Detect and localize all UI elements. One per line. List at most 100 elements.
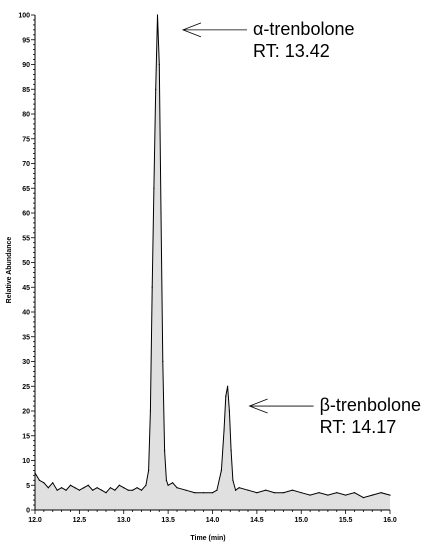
series-point [238, 487, 240, 489]
series-point [96, 487, 98, 489]
series-point [203, 492, 205, 494]
series-point [171, 482, 174, 484]
series-point [123, 487, 125, 489]
series-layer [34, 14, 391, 510]
series-point [109, 487, 112, 489]
x-tick-label: 14.5 [250, 517, 264, 524]
series-point [43, 482, 45, 484]
y-tick-label: 5 [26, 483, 30, 490]
series-point [69, 484, 72, 486]
series-point [185, 489, 187, 491]
y-tick-label: 50 [22, 260, 30, 267]
y-tick-label: 75 [22, 136, 30, 143]
series-point [176, 487, 178, 489]
series-point [47, 487, 49, 489]
x-tick-label: 13.0 [117, 517, 131, 524]
series-point [318, 492, 320, 494]
series-point [228, 410, 230, 412]
series-point [153, 187, 155, 189]
series-point [300, 492, 302, 494]
series-point [78, 489, 80, 491]
y-tick-label: 100 [18, 13, 30, 20]
series-point [247, 489, 249, 491]
series-point [105, 492, 107, 494]
series-point [61, 487, 63, 489]
series-point [52, 482, 54, 484]
series-point [83, 487, 85, 489]
y-axis-title: Relative Abundance [6, 237, 13, 304]
series-point [389, 494, 391, 496]
series-point [34, 472, 36, 474]
series-point [291, 489, 293, 491]
series-point [327, 494, 329, 496]
series-point [211, 492, 214, 494]
series-point [230, 450, 232, 452]
series-point [256, 492, 258, 494]
y-tick-label: 20 [22, 409, 30, 416]
annotation-label: β-trenbolone [320, 395, 421, 415]
x-axis-title: Time (min) [190, 535, 225, 542]
series-point [336, 492, 338, 494]
y-tick-label: 70 [22, 161, 30, 168]
x-tick-label: 12.5 [73, 517, 87, 524]
series-point [158, 63, 160, 66]
y-tick-label: 90 [22, 62, 30, 69]
series-point [148, 469, 150, 471]
y-tick-label: 45 [22, 285, 30, 292]
series-point [345, 494, 347, 496]
series-point [136, 487, 138, 489]
series-point [92, 489, 94, 491]
series-point [194, 492, 196, 494]
series-point [216, 489, 218, 491]
x-tick-label: 15.0 [294, 517, 308, 524]
series-point [145, 484, 147, 486]
series-point [226, 385, 229, 387]
annotation-arrow-head [181, 22, 202, 38]
series-point [353, 492, 356, 494]
annotation-sublabel: RT: 13.42 [253, 41, 330, 61]
y-tick-label: 0 [26, 508, 30, 515]
x-tick-label: 14.0 [206, 517, 220, 524]
series-point [234, 489, 237, 491]
series-point [132, 489, 134, 491]
y-tick-label: 60 [22, 211, 30, 218]
series-point [265, 489, 267, 491]
series-point [371, 494, 373, 496]
series-point [151, 286, 153, 288]
y-tick-label: 35 [22, 334, 30, 341]
x-tick-label: 12.0 [28, 517, 42, 524]
y-tick-label: 25 [22, 384, 30, 391]
y-tick-label: 80 [22, 112, 30, 119]
series-point [160, 212, 162, 214]
x-tick-label: 13.5 [161, 517, 175, 524]
series-point [309, 494, 311, 496]
series-point [162, 360, 164, 363]
series-point [87, 484, 89, 486]
series-point [56, 489, 58, 491]
series-point [114, 489, 116, 491]
y-tick-label: 95 [22, 37, 30, 44]
x-tick-label: 16.0 [383, 517, 397, 524]
series-point [232, 479, 234, 481]
series-point [155, 88, 157, 90]
y-tick-label: 65 [22, 186, 30, 193]
x-axis: 12.0 12.5 13.0 13.5 14.0 14.5 15.0 15.5 16.0 [28, 509, 397, 524]
y-tick-label: 10 [22, 458, 30, 465]
series-point [74, 487, 76, 489]
series-point [223, 430, 225, 432]
y-tick-label: 40 [22, 310, 30, 317]
series-point [163, 450, 166, 452]
y-tick-label: 85 [22, 87, 30, 94]
series-point [167, 484, 169, 486]
series-point [127, 489, 129, 491]
series-point [100, 489, 103, 491]
y-axis: 0 5 10 15 20 25 30 35 40 45 50 55 60 65 70 75 80 85 90 95 10… [18, 13, 36, 515]
series-point [149, 410, 151, 412]
annotation-sublabel: RT: 14.17 [320, 417, 397, 437]
series-point [65, 489, 67, 491]
series-point [118, 484, 120, 486]
y-tick-label: 55 [22, 235, 30, 242]
series-point [38, 479, 41, 481]
